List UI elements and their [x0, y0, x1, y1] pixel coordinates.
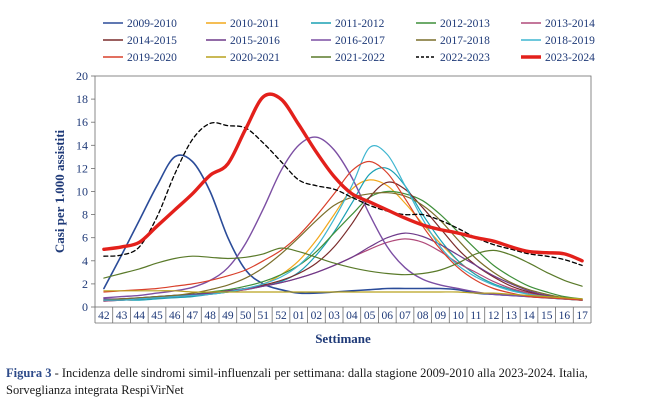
x-tick-label: 15: [541, 310, 553, 322]
legend-label-2021-2022: 2021-2022: [335, 52, 385, 64]
y-tick-label: 6: [82, 231, 88, 245]
legend-label-2018-2019: 2018-2019: [545, 35, 595, 47]
x-tick-label: 03: [328, 310, 340, 322]
y-tick-label: 18: [76, 92, 88, 106]
x-tick-label: 09: [435, 310, 447, 322]
series-line-2021-2022: [103, 247, 583, 287]
x-tick-label: 17: [576, 310, 588, 322]
figure-caption: Figura 3 - Incidenza delle sindromi simi…: [6, 365, 654, 399]
x-tick-label: 49: [222, 310, 234, 322]
x-tick-label: 08: [417, 310, 429, 322]
x-tick-label: 47: [187, 310, 199, 322]
y-tick-label: 8: [82, 208, 88, 222]
y-axis-title: Casi per 1.000 assistiti: [52, 129, 67, 253]
y-tick-label: 12: [76, 161, 88, 175]
series-line-2017-2018: [103, 191, 583, 301]
caption-lead: Figura 3: [6, 366, 52, 380]
series-line-2009-2010: [103, 154, 583, 301]
x-tick-label: 04: [346, 310, 358, 322]
x-tick-label: 51: [258, 310, 270, 322]
legend-label-2015-2016: 2015-2016: [230, 35, 280, 47]
y-tick-label: 0: [82, 300, 88, 314]
legend-label-2012-2013: 2012-2013: [440, 18, 490, 30]
legend-label-2013-2014: 2013-2014: [545, 18, 595, 30]
y-tick-label: 16: [76, 115, 88, 129]
x-tick-label: 48: [204, 310, 216, 322]
series-line-2016-2017: [103, 136, 583, 301]
x-tick-label: 44: [134, 310, 146, 322]
caption-text: - Incidenza delle sindromi simil-influen…: [6, 366, 588, 397]
legend-label-2017-2018: 2017-2018: [440, 35, 490, 47]
legend-label-2023-2024: 2023-2024: [545, 52, 595, 64]
x-tick-label: 02: [311, 310, 323, 322]
series-line-2019-2020: [103, 160, 583, 301]
x-tick-label: 05: [364, 310, 376, 322]
x-tick-label: 50: [240, 310, 252, 322]
x-axis-title: Settimane: [315, 331, 371, 346]
x-tick-label: 43: [116, 310, 128, 322]
legend-label-2009-2010: 2009-2010: [127, 18, 177, 30]
legend-label-2011-2012: 2011-2012: [335, 18, 385, 30]
x-tick-label: 07: [399, 310, 411, 322]
x-tick-label: 06: [382, 310, 394, 322]
y-tick-label: 4: [82, 254, 88, 268]
x-tick-label: 12: [488, 310, 500, 322]
legend-label-2014-2015: 2014-2015: [127, 35, 177, 47]
plot-frame: [94, 75, 592, 308]
series-line-2018-2019: [103, 145, 583, 301]
x-tick-label: 52: [275, 310, 287, 322]
x-tick-label: 01: [293, 310, 305, 322]
x-tick-label: 10: [452, 310, 464, 322]
legend-label-2020-2021: 2020-2021: [230, 52, 280, 64]
x-tick-label: 42: [98, 310, 110, 322]
x-tick-label: 13: [506, 310, 518, 322]
legend-label-2010-2011: 2010-2011: [230, 18, 280, 30]
series-lines: [102, 92, 584, 302]
series-line-2022-2023: [103, 121, 583, 267]
legend-label-2016-2017: 2016-2017: [335, 35, 385, 47]
legend-label-2022-2023: 2022-2023: [440, 52, 490, 64]
x-tick-label: 45: [151, 310, 163, 322]
x-tick-label: 46: [169, 310, 181, 322]
y-tick-label: 2: [82, 277, 88, 291]
y-tick-label: 20: [76, 69, 88, 83]
series-line-2020-2021: [103, 290, 583, 300]
y-tick-label: 14: [76, 138, 88, 152]
legend: 2009-2010 2010-2011 2011-2012 2012-2013 2013…: [103, 18, 595, 64]
series-line-2023-2024: [102, 92, 584, 263]
series-line-2011-2012: [103, 167, 583, 302]
legend-label-2019-2020: 2019-2020: [127, 52, 177, 64]
x-tick-label: 16: [559, 310, 571, 322]
y-tick-label: 10: [76, 185, 88, 199]
x-tick-label: 14: [523, 310, 535, 322]
x-tick-label: 11: [470, 310, 481, 322]
incidence-line-chart: 2009-2010 2010-2011 2011-2012 2012-2013 2013…: [52, 18, 595, 346]
